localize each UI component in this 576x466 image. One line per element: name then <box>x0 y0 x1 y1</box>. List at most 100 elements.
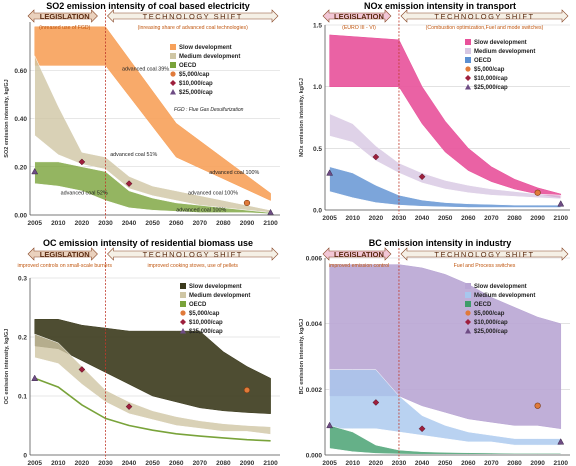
legend-marker-circle <box>170 71 176 77</box>
x-tick-label: 2090 <box>240 220 255 227</box>
legend-swatch <box>170 44 176 50</box>
x-tick-label: 2090 <box>530 460 545 466</box>
marker-10000-cap <box>125 180 133 187</box>
chart-note: FGD : Flue Gas Desulfurization <box>174 107 244 113</box>
x-tick-label: 2070 <box>193 460 208 466</box>
x-tick-label: 2005 <box>27 460 42 466</box>
legend-swatch <box>465 48 471 54</box>
x-tick-label: 2005 <box>27 220 42 227</box>
legislation-subtitle: improved controls on small-scale burners <box>17 263 112 269</box>
legislation-subtitle: (inreased use of FGD) <box>39 25 91 31</box>
legend-swatch <box>465 292 471 298</box>
legend-marker-diamond <box>180 319 186 325</box>
legend-label: $25,000/cap <box>179 90 213 96</box>
legislation-banner <box>27 9 98 23</box>
chart-title: BC emission intensity in industry <box>369 238 512 248</box>
y-tick-label: 0.40 <box>14 116 27 123</box>
technology-shift-banner-label: TECHNOLOGY SHIFT <box>434 12 534 21</box>
x-tick-label: 2005 <box>322 460 337 466</box>
legislation-banner-label: LEGISLATION <box>40 12 90 21</box>
chart-annotation: advanced coal 100% <box>176 207 226 213</box>
y-axis-label: BC emission intensity, kg/GJ <box>299 319 305 394</box>
marker-25000-cap <box>326 421 334 429</box>
x-tick-label: 2060 <box>461 460 476 466</box>
legend-label: $5,000/cap <box>474 67 505 73</box>
series-band-medium-development <box>34 55 271 213</box>
legend-marker-triangle <box>465 328 471 334</box>
legend-label: $25,000/cap <box>189 329 223 335</box>
x-tick-label: 2030 <box>392 215 407 222</box>
legend-swatch <box>180 283 186 289</box>
x-tick-label: 2090 <box>240 460 255 466</box>
x-tick-label: 2030 <box>392 460 407 466</box>
legend-label: OECD <box>179 63 197 69</box>
legend-swatch <box>465 39 471 45</box>
y-axis-label: SO2 emission intensity, kg/GJ <box>4 79 10 157</box>
legislation-banner-label: LEGISLATION <box>334 12 384 21</box>
y-tick-label: 0.000 <box>306 453 323 460</box>
marker-25000-cap <box>31 374 39 381</box>
x-tick-label: 2080 <box>216 220 231 227</box>
series-band-slow-development <box>34 319 271 414</box>
chart-annotation: advanced coal 52% <box>61 190 108 196</box>
legend-marker-circle <box>465 310 471 316</box>
chart-panel-2: 0.0 0.5 1.0 1.5 2005 2010 2020 2030 2040 2050 2060… <box>299 1 570 222</box>
x-tick-label: 2005 <box>322 215 337 222</box>
x-tick-label: 2030 <box>98 220 113 227</box>
y-tick-label: 1.0 <box>313 84 322 91</box>
chart-title: NOx emission intensity in transport <box>364 1 516 11</box>
x-tick-label: 2010 <box>51 220 66 227</box>
series-band-oecd <box>329 425 562 455</box>
x-tick-label: 2020 <box>75 460 90 466</box>
legend-swatch <box>180 292 186 298</box>
technology-shift-banner <box>107 9 279 23</box>
marker-25000-cap <box>557 438 565 445</box>
legend-label: Slow development <box>179 45 232 51</box>
x-tick-label: 2080 <box>216 460 231 466</box>
technology-shift-subtitle: (Combustion optimization,Fuel and mode s… <box>426 25 544 31</box>
legend-swatch <box>170 62 176 68</box>
chart-panel-4: 0.000 0.002 0.004 0.006 2005 2010 2020 2030 2040… <box>299 238 570 466</box>
legislation-subtitle: (EURO III - VI) <box>342 25 376 31</box>
legend-label: OECD <box>474 302 492 308</box>
x-tick-label: 2060 <box>461 215 476 222</box>
technology-shift-banner <box>107 247 279 261</box>
legend-label: $10,000/cap <box>474 76 508 82</box>
series-band-medium-development <box>34 333 271 435</box>
x-tick-label: 2100 <box>554 460 569 466</box>
chart-annotation: advanced coal 39% <box>122 66 169 72</box>
x-tick-label: 2050 <box>145 220 160 227</box>
marker-10000-cap <box>418 425 426 433</box>
legend-marker-circle <box>180 310 186 316</box>
y-tick-label: 0.002 <box>306 387 323 394</box>
marker-25000-cap <box>326 169 334 176</box>
legend-marker-circle <box>465 66 471 72</box>
chart-title: OC emission intensity of residential bio… <box>43 238 253 248</box>
technology-shift-subtitle: improved cooking stoves, use of pellets <box>147 263 238 269</box>
x-tick-label: 2040 <box>415 215 430 222</box>
marker-10000-cap <box>372 399 380 406</box>
legend-marker-triangle <box>180 328 186 334</box>
marker-10000-cap <box>372 153 380 161</box>
marker-5000-cap <box>534 189 541 196</box>
legend-marker-diamond <box>465 75 471 81</box>
chart-annotation: advanced coal 100% <box>188 190 238 196</box>
technology-shift-subtitle: (inreasing share of advanced coal techno… <box>138 25 248 31</box>
legend-label: $25,000/cap <box>474 329 508 335</box>
technology-shift-subtitle: Fuel and Process switches <box>454 263 516 269</box>
legend-label: $10,000/cap <box>474 320 508 326</box>
x-tick-label: 2080 <box>507 460 522 466</box>
legislation-banner <box>322 247 392 261</box>
marker-10000-cap <box>125 403 133 410</box>
marker-5000-cap <box>243 387 251 394</box>
x-tick-label: 2030 <box>98 460 113 466</box>
y-tick-label: 0.004 <box>306 321 323 328</box>
legend-label: OECD <box>474 58 492 64</box>
y-tick-label: 0.1 <box>18 394 27 401</box>
x-tick-label: 2070 <box>193 220 208 227</box>
x-tick-label: 2070 <box>484 215 499 222</box>
x-tick-label: 2080 <box>507 215 522 222</box>
legislation-subtitle: improved emission control <box>329 263 389 269</box>
y-tick-label: 0.60 <box>14 68 27 75</box>
x-tick-label: 2100 <box>554 215 569 222</box>
